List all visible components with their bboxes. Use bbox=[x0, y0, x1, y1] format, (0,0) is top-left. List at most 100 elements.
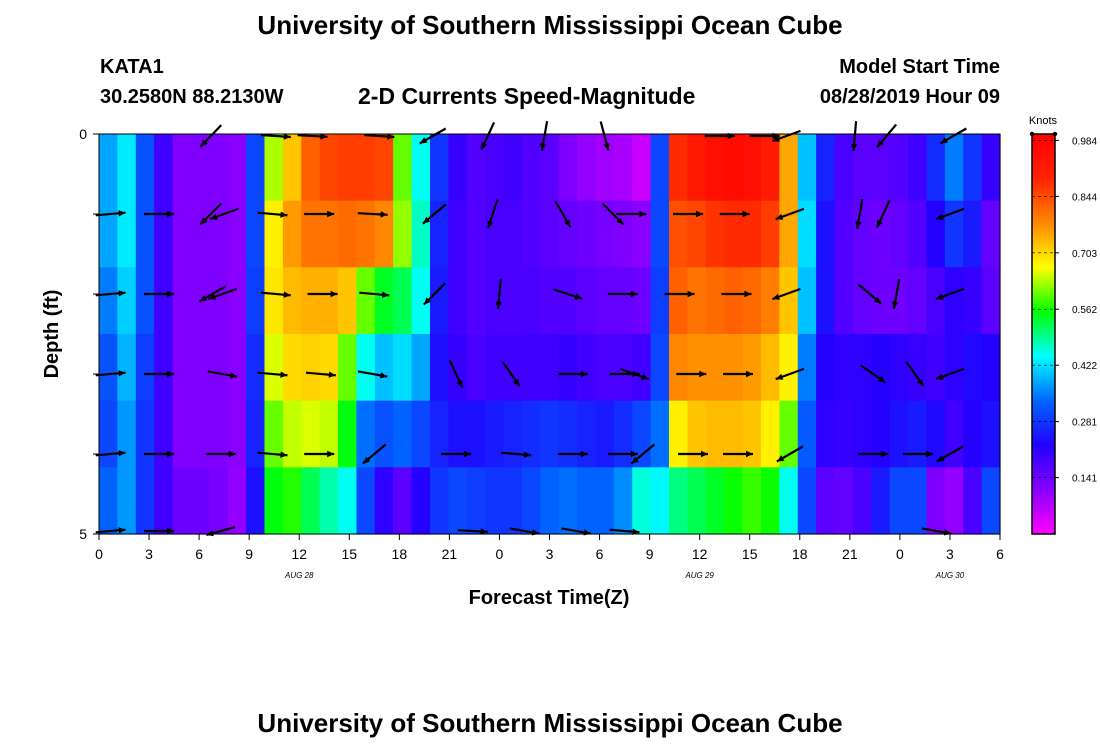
heatmap-cell bbox=[429, 267, 449, 335]
current-vector-arrow bbox=[144, 290, 175, 298]
current-vector-arrow bbox=[207, 370, 238, 379]
colorbar-gradient bbox=[1031, 133, 1056, 535]
heatmap-cell bbox=[889, 200, 909, 268]
heatmap-cell bbox=[301, 200, 321, 268]
heatmap-cell bbox=[871, 267, 891, 335]
heatmap-cell bbox=[742, 200, 762, 268]
heatmap-cell bbox=[779, 334, 799, 402]
heatmap-cell bbox=[246, 200, 266, 268]
heatmap-cell bbox=[558, 134, 578, 202]
heatmap-cell bbox=[613, 400, 633, 468]
colorbar-tick-label: 0.141 bbox=[1072, 474, 1097, 485]
current-vector-arrow bbox=[678, 450, 708, 458]
heatmap-cell bbox=[411, 334, 431, 402]
heatmap-cell bbox=[282, 467, 302, 535]
x-tick-label: 3 bbox=[145, 546, 153, 562]
current-vector-arrow bbox=[857, 283, 883, 305]
heatmap-cell bbox=[963, 400, 983, 468]
heatmap-cell bbox=[301, 267, 321, 335]
heatmap-cell bbox=[521, 467, 541, 535]
x-tick-label: 18 bbox=[392, 546, 408, 562]
heatmap-cell bbox=[797, 400, 817, 468]
current-vector-arrow bbox=[144, 450, 175, 458]
x-tick-label: 3 bbox=[946, 546, 954, 562]
heatmap-cell bbox=[908, 400, 928, 468]
current-vector-arrow bbox=[304, 210, 335, 218]
heatmap-cell bbox=[926, 134, 946, 202]
current-vector-arrow bbox=[441, 450, 472, 458]
current-vector-arrow bbox=[495, 279, 502, 309]
station-id: KATA1 bbox=[100, 56, 164, 78]
heatmap-cell bbox=[172, 334, 192, 402]
heatmap-cell bbox=[521, 200, 541, 268]
current-vector-arrow bbox=[205, 450, 236, 458]
heatmap-cell bbox=[190, 200, 210, 268]
heatmap-cell bbox=[154, 134, 174, 202]
heatmap-cell bbox=[926, 334, 946, 402]
heatmap-cell bbox=[356, 334, 376, 402]
x-tick-label: 6 bbox=[195, 546, 203, 562]
heatmap-cell bbox=[613, 267, 633, 335]
heatmap-cell bbox=[669, 200, 689, 268]
current-vector-arrow bbox=[553, 288, 583, 300]
heatmap-cell bbox=[209, 334, 229, 402]
chart-subtitle: 2-D Currents Speed-Magnitude bbox=[358, 83, 696, 109]
heatmap-cell bbox=[393, 267, 413, 335]
colorbar-tick-label: 0.562 bbox=[1072, 305, 1097, 316]
heatmap-cell bbox=[834, 134, 854, 202]
heatmap-cell bbox=[264, 200, 284, 268]
current-vector-arrow bbox=[935, 287, 965, 301]
x-tick-label: 15 bbox=[341, 546, 357, 562]
heatmap-cell bbox=[760, 134, 780, 202]
heatmap-cell bbox=[190, 400, 210, 468]
heatmap-cell bbox=[448, 200, 468, 268]
current-vector-arrow bbox=[199, 202, 223, 226]
heatmap-cell bbox=[319, 267, 339, 335]
heatmap-cell bbox=[338, 267, 358, 335]
heatmap-cell bbox=[742, 467, 762, 535]
current-vector-arrow bbox=[423, 282, 446, 306]
heatmap-cell bbox=[319, 134, 339, 202]
heatmap-cell bbox=[908, 200, 928, 268]
heatmap-cell bbox=[117, 134, 137, 202]
current-vector-arrow bbox=[208, 287, 237, 301]
axes: 0 3 6 9 12 15 18 21 0 3 6 9 12 15 18 21 0 3 6 AUG 28 AUG 29 A… bbox=[79, 126, 1004, 580]
heatmap-cell bbox=[99, 334, 118, 402]
heatmap-cell bbox=[816, 200, 836, 268]
x-axis-label: Forecast Time(Z) bbox=[469, 587, 630, 609]
current-vector-arrow bbox=[851, 121, 858, 151]
heatmap-cell bbox=[503, 467, 523, 535]
x-tick-label: 15 bbox=[742, 546, 758, 562]
heatmap-cell bbox=[154, 267, 174, 335]
current-vector-arrow bbox=[892, 279, 901, 309]
current-vector-arrow bbox=[723, 370, 753, 378]
heatmap-cell bbox=[797, 467, 817, 535]
heatmap-cell bbox=[613, 467, 633, 535]
current-vector-arrow bbox=[257, 211, 288, 218]
heatmap-cell bbox=[393, 467, 413, 535]
heatmap-cell bbox=[117, 334, 137, 402]
heatmap-cell bbox=[264, 467, 284, 535]
heatmap-cell bbox=[760, 267, 780, 335]
colorbar-tick-label: 0.703 bbox=[1072, 249, 1097, 260]
heatmap-cell bbox=[797, 267, 817, 335]
heatmap-cell bbox=[154, 200, 174, 268]
heatmap-cell bbox=[209, 200, 229, 268]
heatmap-cell bbox=[540, 200, 560, 268]
heatmap-cell bbox=[742, 134, 762, 202]
heatmap-cell bbox=[613, 200, 633, 268]
date-label: AUG 28 bbox=[284, 571, 314, 580]
current-vector-arrow bbox=[422, 203, 447, 225]
heatmap-cell bbox=[356, 267, 376, 335]
heatmap-cell bbox=[503, 200, 523, 268]
heatmap-cell bbox=[356, 134, 376, 202]
heatmap-cell bbox=[448, 334, 468, 402]
heatmap-cell bbox=[540, 267, 560, 335]
heatmap-cell bbox=[724, 467, 744, 535]
current-vector-arrow bbox=[209, 207, 239, 221]
heatmap-cell bbox=[816, 467, 836, 535]
heatmap-cell bbox=[319, 400, 339, 468]
colorbar-tick-label: 0.281 bbox=[1072, 418, 1097, 429]
heatmap-cell bbox=[135, 400, 155, 468]
